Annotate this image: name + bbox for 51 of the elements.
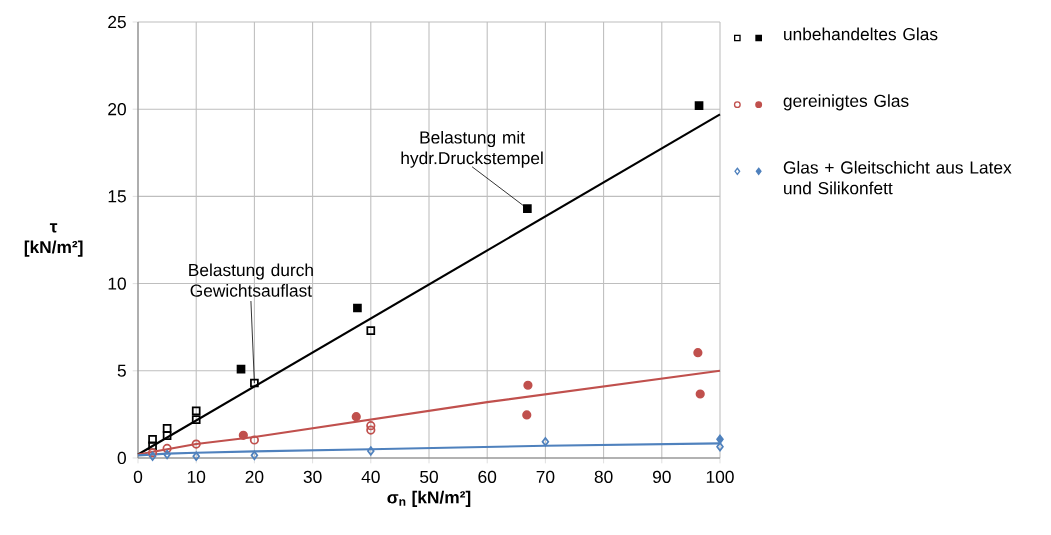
point [191, 439, 201, 449]
point [249, 435, 260, 445]
point [522, 410, 532, 420]
point [191, 415, 201, 424]
x-tick-label: 0 [133, 470, 143, 483]
point [716, 434, 724, 445]
point [366, 421, 376, 431]
point [162, 431, 172, 440]
point [191, 406, 201, 416]
point [366, 425, 376, 435]
point [694, 101, 704, 111]
x-tick-label: 40 [361, 470, 380, 483]
point [366, 326, 376, 336]
x-tick-label: 50 [420, 470, 438, 483]
y-tick-label: 15 [108, 190, 126, 203]
point [695, 389, 705, 399]
y-axis-title: τ [kN/m²] [24, 223, 83, 257]
y-tick-label: 10 [108, 277, 126, 290]
annotation: Belastung mit hydr.Druckstempel [401, 130, 543, 168]
point [163, 449, 171, 460]
point [523, 204, 532, 213]
point [541, 437, 550, 447]
point [162, 424, 172, 433]
point [250, 450, 259, 461]
annotation: Belastung durch Gewichtsauflast [189, 263, 313, 297]
x-tick-label: 80 [594, 470, 613, 483]
x-tick-label: 90 [652, 470, 671, 483]
x-tick-label: 20 [245, 470, 264, 483]
point [353, 303, 362, 313]
legend-label: unbehandeltes Glas [784, 27, 938, 41]
x-tick-label: 60 [478, 470, 497, 483]
y-tick-label: 5 [117, 364, 126, 377]
x-tick-label: 30 [303, 470, 322, 483]
legend-label: gereinigtes Glas [783, 94, 909, 111]
point [523, 380, 533, 390]
point [238, 430, 248, 440]
y-tick-label: 25 [108, 15, 126, 29]
x-tick-label: 10 [187, 470, 206, 483]
point [367, 446, 375, 456]
x-tick-label: 70 [536, 470, 555, 483]
y-tick-label: 20 [108, 103, 126, 116]
point [693, 348, 703, 358]
point [148, 434, 157, 444]
point [250, 378, 259, 388]
y-tick-label: 0 [117, 451, 126, 465]
point [351, 412, 361, 422]
point [192, 451, 200, 461]
point [162, 443, 172, 453]
x-tick-label: 100 [706, 470, 734, 483]
legend-label: Glas + Gleitschicht aus Latex und Silikonfett [783, 160, 1012, 195]
x-axis-title: σ$_{n}$ [kN/m²] [387, 490, 471, 507]
